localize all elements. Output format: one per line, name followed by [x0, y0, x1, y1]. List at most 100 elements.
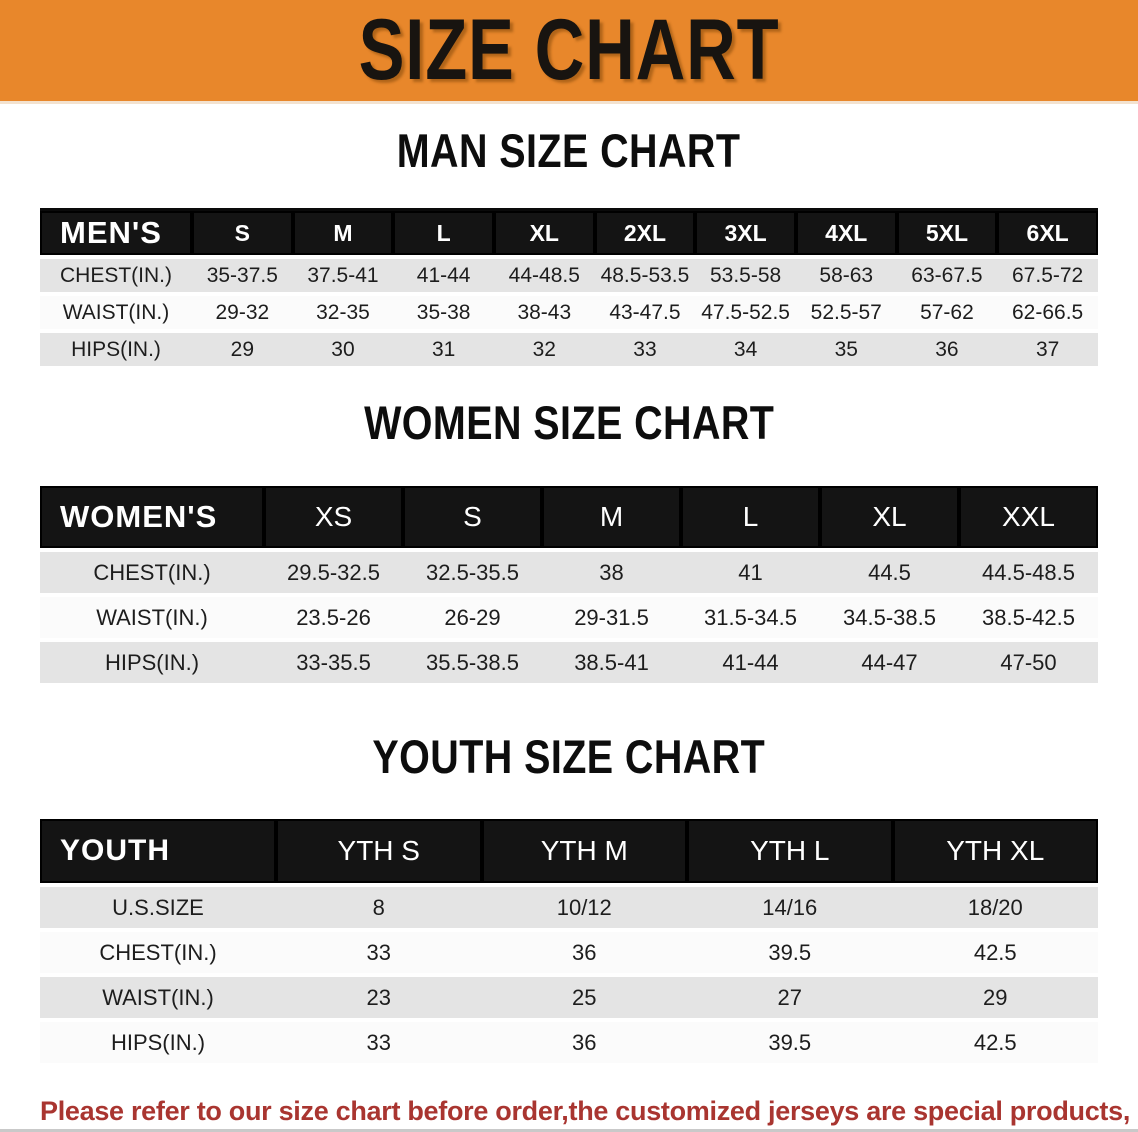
- table-group-label: WOMEN'S: [40, 486, 264, 550]
- table-row: HIPS(IN.) 29 30 31 32 33 34 35 36 37: [40, 331, 1098, 366]
- table-row: CHEST(IN.) 35-37.5 37.5-41 41-44 44-48.5 48.5…: [40, 257, 1098, 294]
- table-row: HIPS(IN.) 33-35.5 35.5-38.5 38.5-41 41-44 44-…: [40, 640, 1098, 683]
- size-column-header: XL: [493, 209, 595, 257]
- section-heading-youth: YOUTH SIZE CHART: [0, 733, 1138, 793]
- measurement-value: 39.5: [687, 930, 893, 975]
- measurement-value: 42.5: [892, 930, 1098, 975]
- measurement-value: 35: [795, 331, 897, 366]
- measurement-value: 36: [481, 930, 687, 975]
- size-column-header: YTH M: [481, 819, 687, 885]
- disclaimer-line-1: Please refer to our size chart before or…: [40, 1096, 1131, 1126]
- measurement-value: 29-32: [192, 294, 293, 331]
- table-row: CHEST(IN.) 33 36 39.5 42.5: [40, 930, 1098, 975]
- size-column-header: M: [542, 486, 681, 550]
- measurement-row-label: CHEST(IN.): [40, 550, 264, 595]
- measurement-value: 36: [896, 331, 998, 366]
- measurement-value: 10/12: [481, 885, 687, 930]
- sections-container: MAN SIZE CHART MEN'S S M L XL 2XL 3XL 4XL 5XL 6XL C…: [0, 127, 1138, 1063]
- measurement-value: 53.5-58: [695, 257, 796, 294]
- section-heading-men: MAN SIZE CHART: [0, 127, 1138, 187]
- measurement-value: 33: [276, 1020, 482, 1063]
- measurement-value: 58-63: [795, 257, 897, 294]
- measurement-row-label: CHEST(IN.): [40, 257, 192, 294]
- size-column-header: YTH S: [276, 819, 482, 885]
- measurement-value: 57-62: [896, 294, 998, 331]
- section-heading-text: WOMEN SIZE CHART: [363, 396, 775, 449]
- measurement-value: 39.5: [687, 1020, 893, 1063]
- measurement-value: 32: [493, 331, 595, 366]
- measurement-value: 27: [687, 975, 893, 1020]
- youth-size-table: YOUTH YTH S YTH M YTH L YTH XL U.S.SIZE 8 10/12…: [40, 819, 1098, 1063]
- measurement-value: 31.5-34.5: [681, 595, 820, 640]
- measurement-row-label: WAIST(IN.): [40, 294, 192, 331]
- measurement-value: 26-29: [403, 595, 542, 640]
- section-heading-text: MAN SIZE CHART: [397, 124, 741, 177]
- measurement-row-label: HIPS(IN.): [40, 640, 264, 683]
- measurement-value: 32-35: [292, 294, 394, 331]
- measurement-value: 44.5: [820, 550, 959, 595]
- measurement-value: 63-67.5: [896, 257, 998, 294]
- size-column-header: 2XL: [594, 209, 696, 257]
- measurement-value: 29.5-32.5: [264, 550, 403, 595]
- measurement-value: 34.5-38.5: [820, 595, 959, 640]
- women-size-table: WOMEN'S XS S M L XL XXL CHEST(IN.) 29.5-32.5 32.5…: [40, 486, 1098, 683]
- measurement-value: 34: [695, 331, 796, 366]
- measurement-value: 8: [276, 885, 482, 930]
- size-column-header: S: [192, 209, 293, 257]
- size-column-header: L: [393, 209, 494, 257]
- measurement-value: 38-43: [493, 294, 595, 331]
- measurement-value: 36: [481, 1020, 687, 1063]
- measurement-value: 37: [997, 331, 1098, 366]
- size-column-header: YTH XL: [892, 819, 1098, 885]
- measurement-value: 29: [192, 331, 293, 366]
- size-column-header: 6XL: [997, 209, 1098, 257]
- size-column-header: 4XL: [795, 209, 897, 257]
- measurement-value: 44-48.5: [493, 257, 595, 294]
- measurement-value: 33: [594, 331, 696, 366]
- measurement-value: 29-31.5: [542, 595, 681, 640]
- table-header-row: MEN'S S M L XL 2XL 3XL 4XL 5XL 6XL: [40, 209, 1098, 257]
- measurement-value: 44.5-48.5: [959, 550, 1098, 595]
- section-heading-text: YOUTH SIZE CHART: [372, 730, 766, 783]
- measurement-value: 52.5-57: [795, 294, 897, 331]
- measurement-row-label: HIPS(IN.): [40, 331, 192, 366]
- table-group-label: YOUTH: [40, 819, 276, 885]
- men-size-table: MEN'S S M L XL 2XL 3XL 4XL 5XL 6XL CHEST(IN.) 35-37…: [40, 208, 1098, 366]
- table-row: HIPS(IN.) 33 36 39.5 42.5: [40, 1020, 1098, 1063]
- table-row: CHEST(IN.) 29.5-32.5 32.5-35.5 38 41 44.5 44.5…: [40, 550, 1098, 595]
- table-header-row: WOMEN'S XS S M L XL XXL: [40, 486, 1098, 550]
- measurement-value: 35-38: [393, 294, 494, 331]
- measurement-value: 33-35.5: [264, 640, 403, 683]
- measurement-value: 25: [481, 975, 687, 1020]
- size-column-header: L: [681, 486, 820, 550]
- measurement-value: 31: [393, 331, 494, 366]
- measurement-row-label: U.S.SIZE: [40, 885, 276, 930]
- measurement-value: 67.5-72: [997, 257, 1098, 294]
- table-group-label: MEN'S: [40, 209, 192, 257]
- size-column-header: M: [292, 209, 394, 257]
- measurement-value: 18/20: [892, 885, 1098, 930]
- measurement-value: 32.5-35.5: [403, 550, 542, 595]
- measurement-value: 41-44: [393, 257, 494, 294]
- measurement-value: 38.5-42.5: [959, 595, 1098, 640]
- measurement-value: 14/16: [687, 885, 893, 930]
- size-column-header: 3XL: [695, 209, 796, 257]
- measurement-value: 43-47.5: [594, 294, 696, 331]
- measurement-value: 47-50: [959, 640, 1098, 683]
- measurement-value: 23: [276, 975, 482, 1020]
- measurement-value: 42.5: [892, 1020, 1098, 1063]
- measurement-value: 35.5-38.5: [403, 640, 542, 683]
- measurement-value: 62-66.5: [997, 294, 1098, 331]
- section-heading-women: WOMEN SIZE CHART: [0, 399, 1138, 459]
- size-column-header: YTH L: [687, 819, 893, 885]
- banner: SIZE CHART: [0, 0, 1138, 104]
- measurement-value: 38: [542, 550, 681, 595]
- table-row: U.S.SIZE 8 10/12 14/16 18/20: [40, 885, 1098, 930]
- measurement-value: 48.5-53.5: [594, 257, 696, 294]
- measurement-row-label: WAIST(IN.): [40, 595, 264, 640]
- measurement-row-label: CHEST(IN.): [40, 930, 276, 975]
- size-column-header: XXL: [959, 486, 1098, 550]
- size-column-header: XL: [820, 486, 959, 550]
- measurement-row-label: HIPS(IN.): [40, 1020, 276, 1063]
